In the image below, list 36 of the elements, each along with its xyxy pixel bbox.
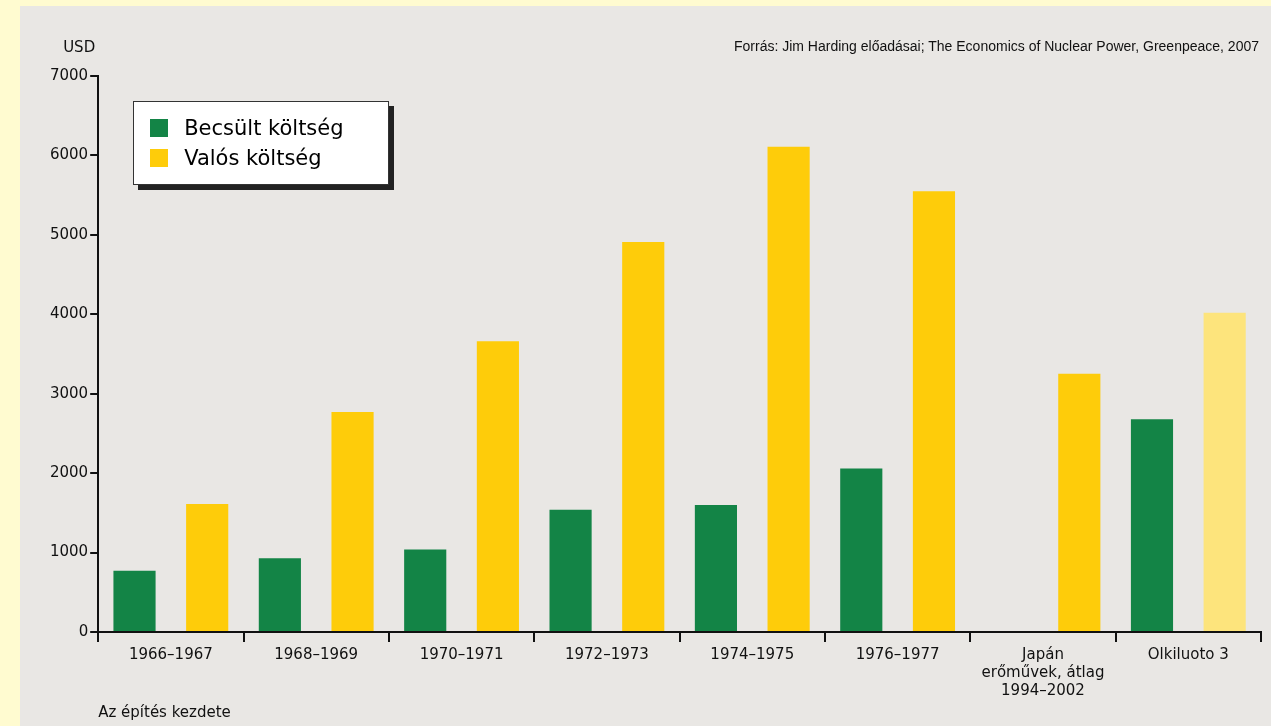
- y-axis-title: USD: [63, 38, 96, 57]
- x-tick-label: 1972–1973: [564, 644, 649, 663]
- bar: [767, 146, 810, 631]
- y-tick-label: 4000: [49, 304, 89, 323]
- x-axis-title: Az építés kezdete: [98, 702, 231, 721]
- bar: [694, 504, 737, 631]
- x-tick-label: 1976–1977: [855, 644, 940, 663]
- bar: [1203, 312, 1246, 631]
- y-tick-label: 6000: [49, 145, 89, 164]
- bar: [113, 570, 156, 631]
- bar: [404, 549, 447, 631]
- y-tick-label: 7000: [49, 65, 89, 84]
- legend-label: Valós költség: [184, 146, 322, 170]
- legend-label: Becsült költség: [184, 116, 344, 140]
- x-tick-label: 1970–1971: [419, 644, 504, 663]
- text: Forrás: Jim Harding előadásai; The Economics of Nuclear Power, Greenpeace, 2007: [733, 37, 1260, 54]
- bar: [549, 509, 592, 631]
- y-tick-label: 0: [78, 621, 89, 640]
- bar: [840, 468, 883, 631]
- x-tick-label: Olkiluoto 3: [1147, 644, 1229, 663]
- bar: [258, 558, 301, 631]
- bar: [186, 504, 229, 631]
- x-tick-label: Japán erőművek, átlag 1994–2002: [981, 644, 1105, 699]
- x-tick-label: 1968–1969: [274, 644, 359, 663]
- bar: [912, 191, 956, 631]
- y-tick-label: 5000: [49, 224, 89, 243]
- y-tick-label: 3000: [49, 383, 89, 402]
- x-tick-label: 1974–1975: [710, 644, 795, 663]
- bar: [1058, 373, 1101, 631]
- bar: [476, 341, 519, 631]
- y-tick-label: 2000: [49, 463, 89, 482]
- x-tick-label: 1966–1967: [128, 644, 213, 663]
- y-tick-label: 1000: [49, 542, 89, 561]
- bar: [622, 242, 665, 631]
- bar: [331, 411, 374, 631]
- bar: [1130, 419, 1174, 631]
